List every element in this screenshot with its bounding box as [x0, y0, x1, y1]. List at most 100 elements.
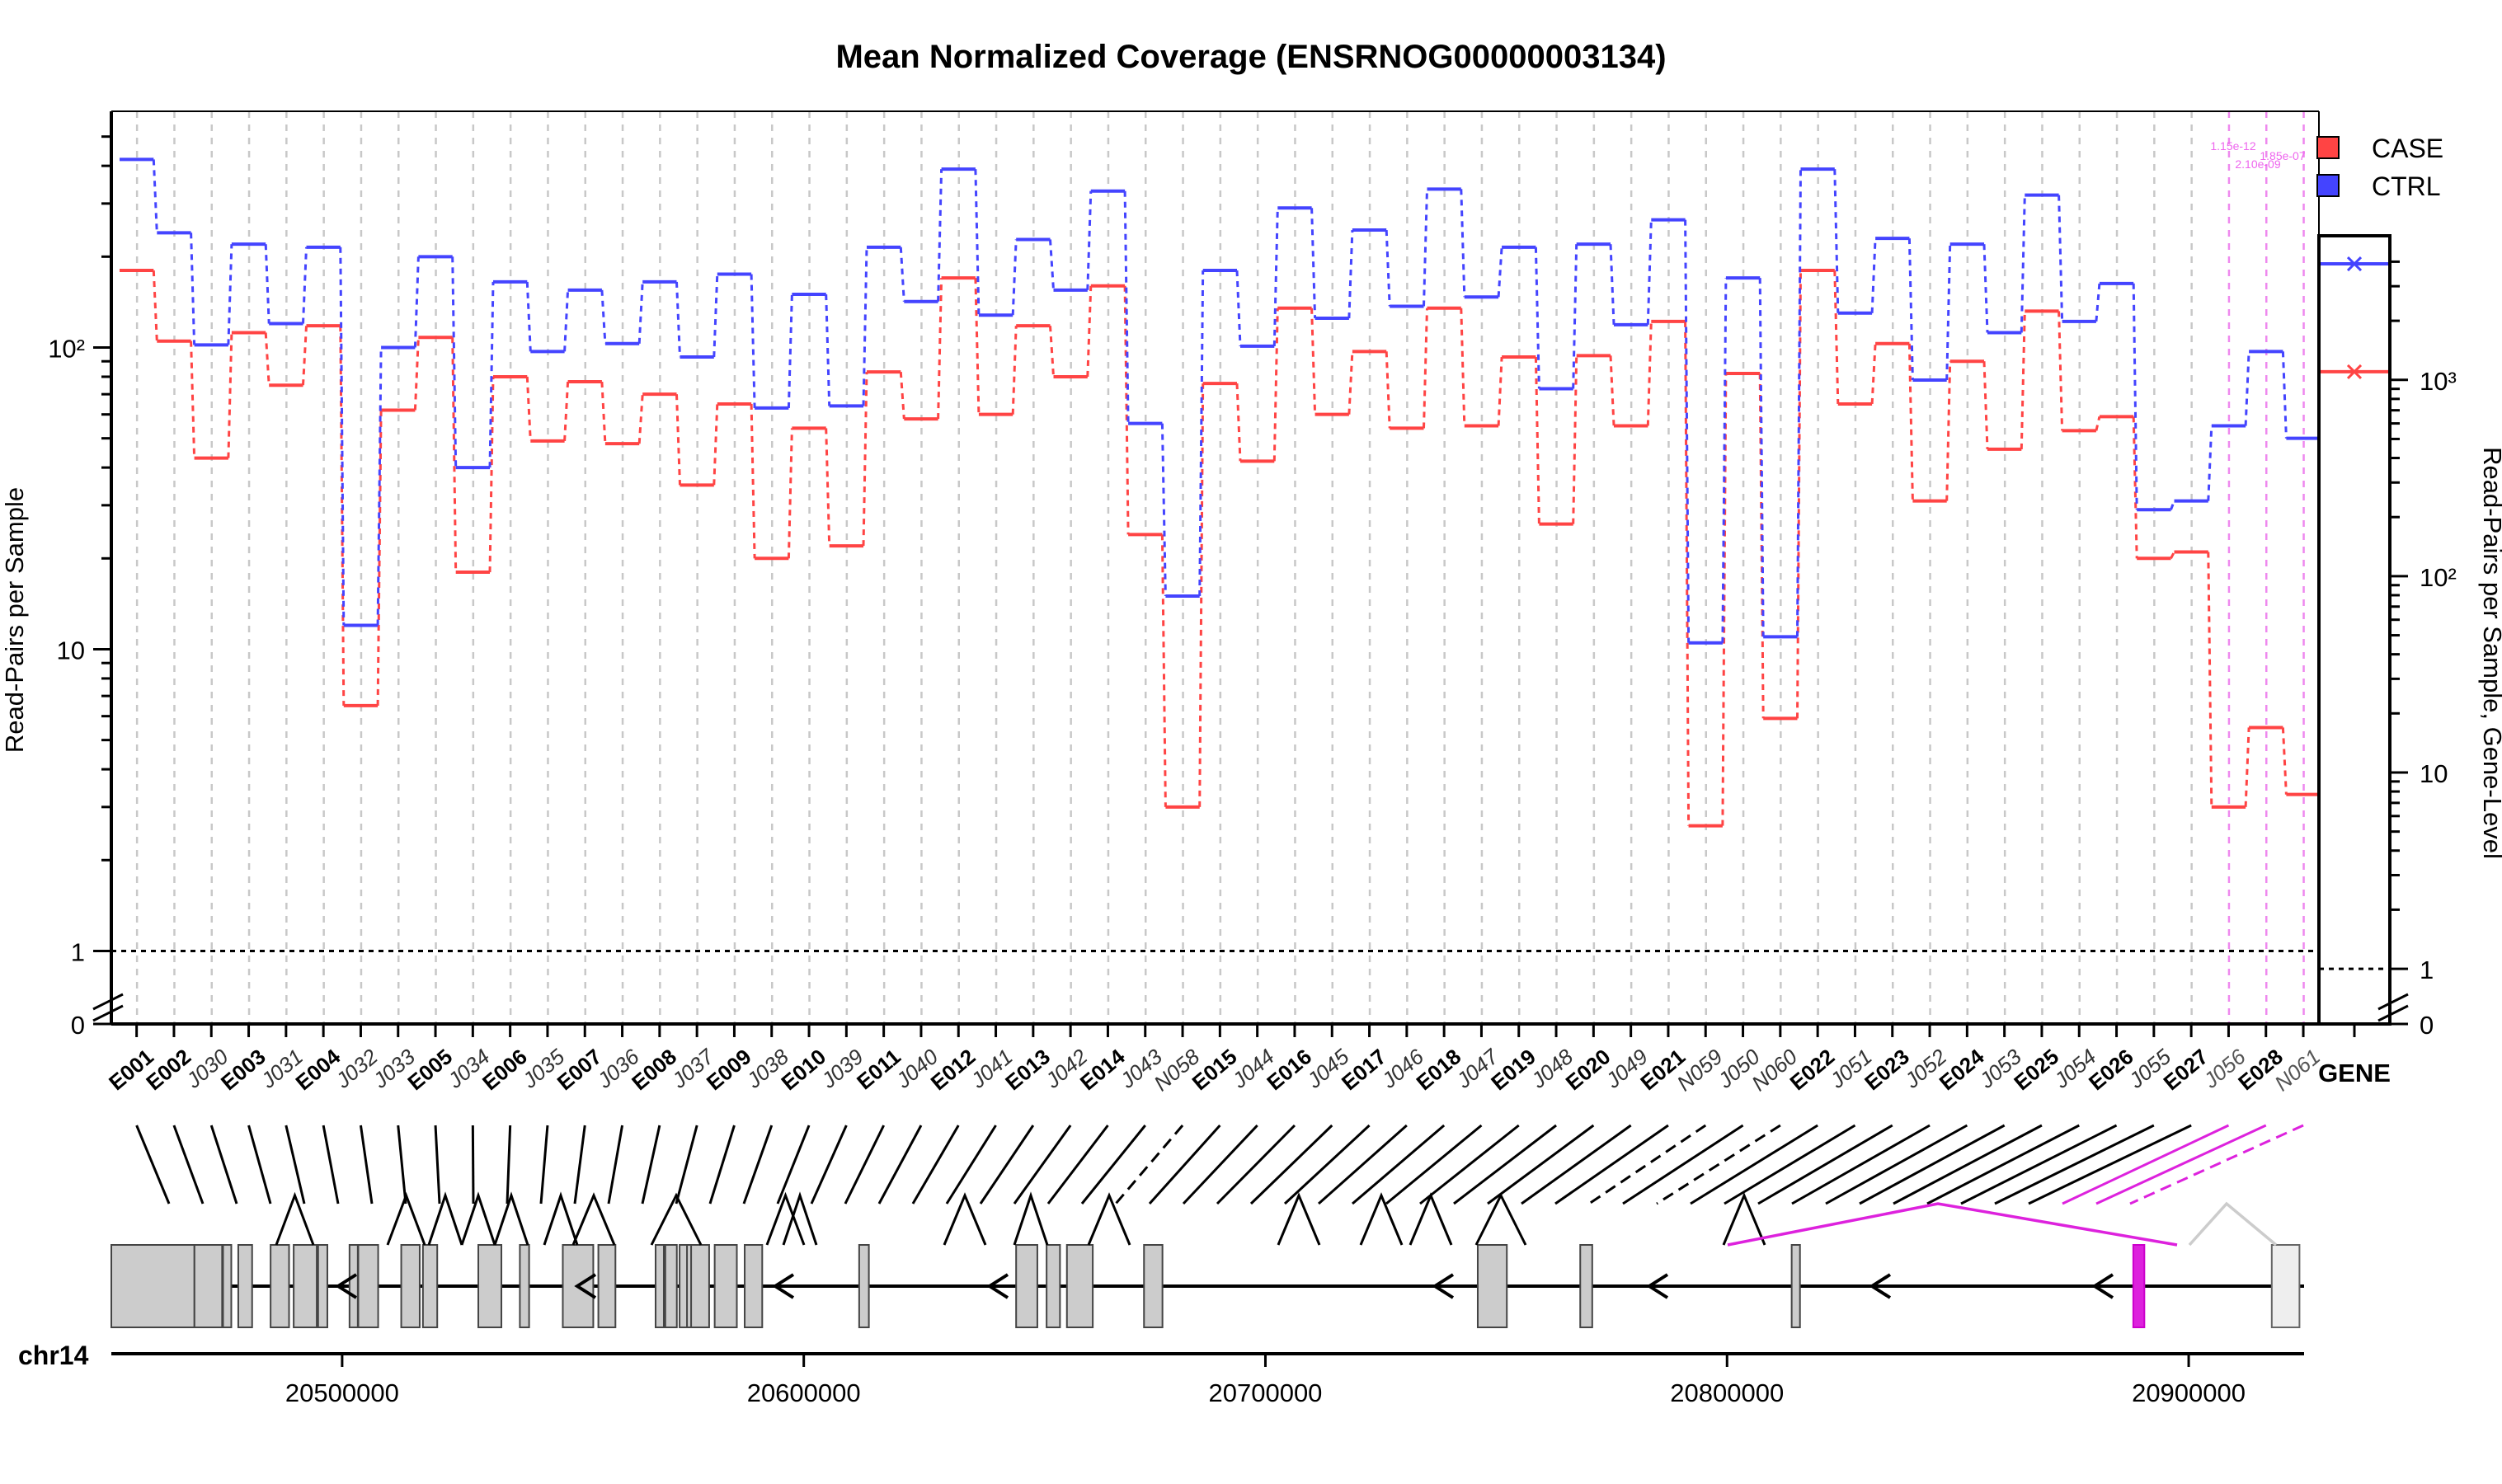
connector-e006 [506, 1125, 512, 1205]
connector-e028 [2095, 1124, 2267, 1205]
connector-j035 [539, 1125, 549, 1205]
chart-title: Mean Normalized Coverage (ENSRNOG0000000… [835, 39, 1666, 75]
connector-j032 [359, 1125, 374, 1205]
connector-e003 [247, 1125, 272, 1205]
connector-e026 [1960, 1124, 2118, 1205]
exon-e007 [317, 1244, 328, 1328]
exon-e032 [2270, 1244, 2301, 1328]
y-tick-label-left-1: 1 [71, 937, 85, 966]
connector-e014 [1046, 1125, 1109, 1205]
y-tick-label-right-0: 0 [2420, 1011, 2434, 1040]
exon-e009 [357, 1244, 379, 1328]
exon-e012 [477, 1244, 503, 1328]
connector-e002 [172, 1125, 205, 1205]
connector-j054 [1926, 1124, 2080, 1205]
connector-j036 [607, 1125, 624, 1205]
exon-e023 [858, 1244, 870, 1328]
flagged-pvalue-labels: 1.15e-12 2.10e-091.85e-07 [2210, 139, 2305, 171]
y-tick-label-right-1: 1 [2420, 956, 2434, 984]
connector-e018 [1352, 1124, 1446, 1205]
genomic-axis: chr14 20500000 20600000 20700000 20800000 20… [18, 1341, 2304, 1407]
connector-e022 [1690, 1124, 1818, 1205]
strand-arrow-0 [335, 1273, 358, 1299]
gene-level-marker-ctrl [2346, 256, 2363, 272]
y-tick-label-right-2: 10 [2420, 759, 2448, 788]
chromosome-label: chr14 [18, 1341, 89, 1370]
vertical-grid [135, 111, 2305, 1024]
exon-e011 [421, 1244, 439, 1328]
connector-j033 [397, 1125, 407, 1205]
junction-arc-3 [460, 1191, 496, 1246]
exon-e031 [2132, 1244, 2146, 1328]
connector-j042 [1013, 1125, 1072, 1205]
connector-j041 [945, 1125, 997, 1205]
connector-n058 [1114, 1125, 1184, 1205]
connector-e004 [322, 1125, 340, 1205]
connector-e025 [1893, 1124, 2043, 1205]
genomic-tick-label-4: 20900000 [2132, 1378, 2246, 1407]
connector-j055 [1994, 1124, 2155, 1205]
y-tick-labels: 0 1 10 10² [48, 334, 85, 1040]
junction-arc-0 [275, 1191, 315, 1246]
connector-j053 [1859, 1124, 2006, 1205]
junction-arc-1 [386, 1191, 426, 1246]
y-axis-label-right: Read-Pairs per Sample, Gene-Level [2478, 447, 2502, 859]
connector-e007 [573, 1125, 586, 1205]
axis-break-2 [92, 1004, 124, 1022]
legend-swatch-ctrl [2316, 174, 2340, 197]
y-tick-label-right-3: 10² [2420, 563, 2457, 592]
genomic-tick-label-3: 20800000 [1670, 1378, 1784, 1407]
exon-e030 [1790, 1244, 1801, 1328]
junction-arc-12 [1087, 1192, 1131, 1246]
junction-arc-14 [1359, 1192, 1404, 1246]
legend-swatch-case [2316, 136, 2340, 159]
junction-arc-17 [1722, 1192, 1766, 1246]
series-connector-ctrl [152, 159, 2288, 643]
genomic-tick-label-2: 20700000 [1209, 1378, 1323, 1407]
exon-e002 [193, 1244, 223, 1328]
connector-j047 [1385, 1124, 1483, 1205]
junction-arc-15 [1409, 1192, 1453, 1246]
exon-e027 [1143, 1244, 1164, 1328]
junction-arc-10 [943, 1192, 987, 1246]
connector-j046 [1318, 1124, 1408, 1205]
connector-j038 [742, 1125, 774, 1205]
legend: CASE CTRL [2316, 134, 2443, 201]
strand-arrow-6 [1869, 1273, 1892, 1299]
series-lines [120, 157, 2321, 828]
flag-pvalue-0: 1.15e-12 [2210, 139, 2255, 153]
connector-j051 [1724, 1124, 1856, 1205]
connector-j030 [209, 1125, 238, 1205]
flag-pvalue-1: 2.10e-09 [2235, 157, 2280, 171]
gene-panel-frame [2317, 234, 2391, 1026]
connector-e020 [1487, 1124, 1595, 1205]
connector-n060 [1656, 1124, 1781, 1205]
junction-arc-4 [493, 1191, 529, 1246]
connector-j037 [675, 1125, 698, 1205]
exon-e008 [348, 1244, 359, 1328]
junction-arc-5 [543, 1191, 579, 1246]
exon-e029 [1579, 1244, 1593, 1328]
legend-label-ctrl: CTRL [2372, 171, 2441, 201]
strand-arrow-5 [1646, 1273, 1669, 1299]
axes [92, 110, 2320, 1037]
connector-e019 [1419, 1124, 1520, 1205]
flag-pvalue-2: 1.85e-07 [2260, 149, 2305, 162]
junction-arc-13 [1277, 1192, 1321, 1246]
connector-e008 [641, 1125, 661, 1205]
exon-e020 [690, 1244, 710, 1328]
exon-e028 [1476, 1244, 1508, 1328]
connector-j049 [1521, 1124, 1632, 1205]
series-connector-case [152, 270, 2288, 826]
connector-j043 [1080, 1125, 1146, 1205]
y-tick-label-left-3: 10² [48, 334, 85, 363]
strand-arrow-1 [574, 1273, 597, 1299]
gene-axis-break-2 [2377, 1004, 2409, 1022]
connector-e024 [1825, 1124, 1968, 1205]
exon-e021 [713, 1244, 738, 1328]
strand-arrow-2 [772, 1273, 795, 1299]
gene-level-marker-case [2346, 364, 2363, 379]
exon-e010 [400, 1244, 421, 1328]
exon-e016 [654, 1244, 665, 1328]
